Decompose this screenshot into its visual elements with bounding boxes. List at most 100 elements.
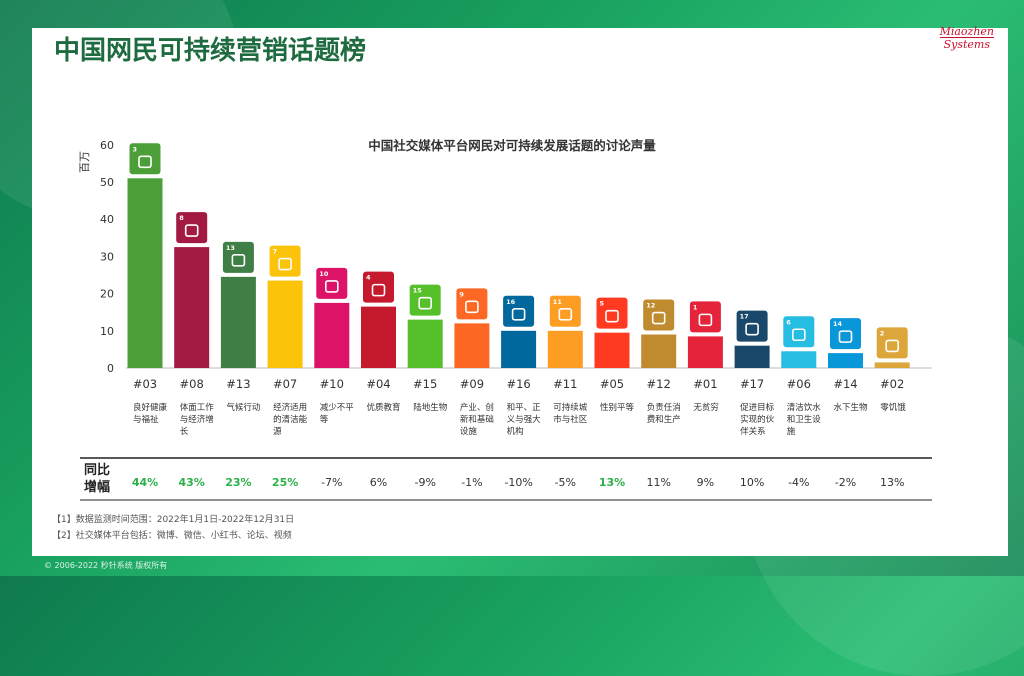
category-label: #07 <box>273 377 297 391</box>
sdg-description: 义与强大 <box>507 414 542 425</box>
sdg-icon-number: 6 <box>786 318 791 326</box>
bar <box>127 178 163 368</box>
category-label: #11 <box>553 377 577 391</box>
yoy-growth-label: 同比 增幅 <box>84 462 110 496</box>
sdg-icon-tile <box>409 284 441 316</box>
sdg-description: 无贫穷 <box>693 402 719 413</box>
footnote-1: 【1】数据监测时间范围：2022年1月1日-2022年12月31日 <box>52 515 295 525</box>
category-label: #16 <box>506 377 530 391</box>
y-tick-label: 40 <box>100 213 114 226</box>
sdg-description: 和卫生设 <box>787 414 822 425</box>
chart-title: 中国社交媒体平台网民对可持续发展话题的讨论声量 <box>368 138 656 153</box>
sdg-icon-number: 1 <box>693 303 698 311</box>
category-label: #02 <box>880 377 904 391</box>
sdg-description: 优质教育 <box>367 402 401 413</box>
category-label: #17 <box>740 377 764 391</box>
bar <box>174 247 210 368</box>
sdg-description: 新和基础 <box>460 414 494 425</box>
sdg-icon-tile <box>549 295 581 327</box>
sdg-icon-tile <box>222 241 254 273</box>
sdg-description: 减少不平 <box>320 402 355 413</box>
equality-arrows-icon <box>324 280 339 293</box>
category-label: #03 <box>133 377 157 391</box>
sdg-description: 费和生产 <box>647 414 681 425</box>
sdg-description: 伴关系 <box>740 426 766 437</box>
sdg-description: 可持续城 <box>553 402 588 413</box>
bar <box>407 319 443 368</box>
family-icon <box>698 313 713 327</box>
sdg-icon-number: 16 <box>506 298 516 306</box>
category-label: #04 <box>366 377 390 391</box>
sdg-icon-tile <box>643 299 675 331</box>
bar <box>547 330 583 368</box>
y-tick-label: 0 <box>107 362 114 375</box>
yoy-growth-value: 11% <box>646 476 670 489</box>
cubes-icon <box>465 300 479 314</box>
category-label: #13 <box>226 377 250 391</box>
yoy-growth-value: -9% <box>414 476 435 489</box>
sdg-icon-number: 7 <box>273 248 278 256</box>
sdg-description: 产业、创 <box>460 402 494 413</box>
y-tick-label: 20 <box>100 288 114 301</box>
sdg-icon-tile <box>456 288 488 320</box>
sdg-icon-number: 12 <box>646 302 655 310</box>
sdg-icon-tile <box>689 301 721 333</box>
sdg-icon-number: 15 <box>413 287 423 295</box>
sdg-icon-tile <box>783 316 815 348</box>
sdg-description: 清洁饮水 <box>787 402 822 413</box>
category-label: #06 <box>787 377 811 391</box>
sdg-icon-tile <box>129 143 161 175</box>
sdg-icon-tile <box>503 295 535 327</box>
yoy-growth-value: -5% <box>555 476 576 489</box>
sdg-icon-number: 17 <box>740 313 749 321</box>
heartbeat-icon <box>138 155 152 169</box>
sdg-description: 经济适用 <box>273 402 307 413</box>
sdg-description: 性别平等 <box>600 402 635 413</box>
yoy-label-line-1: 同比 <box>84 463 111 478</box>
fish-icon <box>838 330 853 343</box>
y-tick-label: 10 <box>100 325 114 338</box>
sdg-description: 与经济增 <box>180 414 214 425</box>
sdg-icon-tile <box>316 267 348 299</box>
sdg-description: 促进目标 <box>740 402 775 413</box>
yoy-label-line-2: 增幅 <box>84 480 111 495</box>
bar <box>454 323 490 368</box>
sdg-icon-number: 3 <box>133 145 138 153</box>
eye-globe-icon <box>231 254 246 267</box>
water-drop-icon <box>791 328 806 342</box>
sdg-description: 施 <box>787 426 796 437</box>
sdg-description: 设施 <box>460 426 478 437</box>
sdg-icon-tile <box>596 297 628 329</box>
sdg-description: 与福祉 <box>133 414 159 425</box>
category-label: #01 <box>693 377 717 391</box>
sdg-icon-number: 4 <box>366 274 371 282</box>
yoy-growth-value: 6% <box>370 476 387 489</box>
category-label: #05 <box>600 377 624 391</box>
sdg-icon-number: 2 <box>880 329 885 337</box>
y-tick-label: 50 <box>100 176 114 189</box>
sdg-description: 机构 <box>507 426 524 437</box>
sdg-icon-number: 13 <box>226 244 235 252</box>
yoy-growth-value: 10% <box>740 476 764 489</box>
yoy-growth-value: 9% <box>697 476 714 489</box>
bar <box>874 362 910 368</box>
bar <box>687 336 723 368</box>
yoy-growth-value: 44% <box>132 476 158 489</box>
sdg-description: 陆地生物 <box>413 402 448 413</box>
sdg-description: 实现的伙 <box>740 414 775 425</box>
yoy-growth-value: 13% <box>599 476 625 489</box>
sdg-description: 零饥饿 <box>880 402 906 413</box>
sdg-icon-tile <box>736 310 768 342</box>
page-title: 中国网民可持续营销话题榜 <box>54 36 367 66</box>
city-icon <box>558 307 573 321</box>
sdg-icon-number: 8 <box>179 214 184 222</box>
flower-ring-icon <box>745 322 759 336</box>
yoy-growth-value: -10% <box>504 476 532 489</box>
bar <box>267 280 303 368</box>
bar <box>501 330 537 368</box>
sdg-description: 良好健康 <box>133 402 168 413</box>
y-tick-label: 60 <box>100 139 114 152</box>
sdg-icon-number: 10 <box>319 270 329 278</box>
bar <box>828 353 863 368</box>
